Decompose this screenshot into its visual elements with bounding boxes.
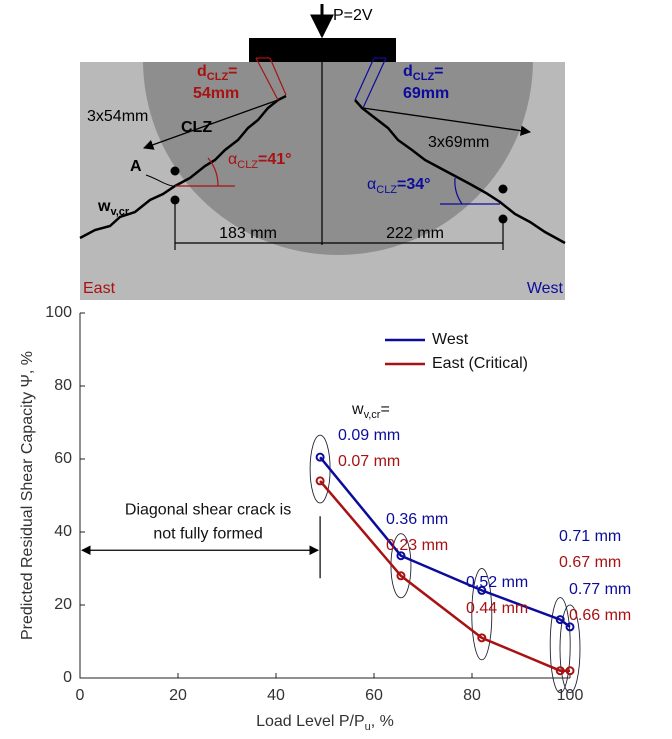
east-side: East: [83, 280, 116, 297]
west-side: West: [527, 280, 564, 297]
symbol: α: [228, 151, 237, 168]
label-main: Load Level P/P: [256, 713, 365, 730]
x-tick-label: 20: [169, 687, 187, 704]
y-tick-label: 40: [54, 523, 72, 540]
annotation-text: not fully formed: [153, 525, 262, 542]
label-tail: , %: [371, 713, 394, 730]
data-point: [565, 622, 575, 632]
symbol: w: [97, 198, 111, 215]
clz-zone: [143, 62, 533, 255]
point-label: 0.07 mm: [338, 453, 400, 470]
y-tick-label: 0: [63, 669, 72, 686]
west-angle: [440, 177, 500, 205]
west-angle-label: αCLZ=34°: [367, 176, 431, 196]
west-reach-arrow: [362, 107, 532, 136]
data-point: [315, 476, 325, 486]
west-reach: 3x69mm: [428, 134, 489, 151]
zone-label: CLZ: [181, 119, 212, 136]
y-tick-label: 60: [54, 450, 72, 467]
dimension-line: [174, 200, 504, 250]
east-depth-label: dCLZ=: [197, 63, 238, 83]
west-depth-label: dCLZ=: [403, 63, 444, 83]
point-label: 0.67 mm: [559, 554, 621, 571]
data-point: [555, 666, 565, 676]
subscript: CLZ: [376, 184, 397, 196]
east-reach: 3x54mm: [87, 108, 148, 125]
equals: =: [434, 63, 443, 80]
point-label: 0.71 mm: [559, 528, 621, 545]
label-tail: =: [380, 401, 389, 418]
group-ellipse: [559, 604, 581, 694]
crack-width-label: wv,cr: [97, 198, 130, 218]
angle-value: =34°: [397, 176, 431, 193]
east-crack: [79, 94, 287, 240]
legend-label: East (Critical): [432, 355, 528, 372]
label-sub: u: [365, 721, 371, 733]
label-sub: v,cr: [364, 409, 381, 421]
x-tick-label: 100: [557, 687, 584, 704]
label-main: w: [351, 401, 364, 418]
diagram: P=2V 3x54mm 3x69mm dCLZ= 54mm dCLZ= 69mm…: [79, 4, 566, 300]
gauge-point: [170, 166, 180, 176]
west-depth-value: 69mm: [403, 85, 449, 102]
y-tick-label: 100: [45, 304, 72, 321]
x-tick-label: 60: [365, 687, 383, 704]
west-crack: [354, 99, 566, 245]
symbol: d: [403, 63, 413, 80]
point-label: 0.44 mm: [466, 600, 528, 617]
x-tick-label: 0: [76, 687, 85, 704]
point-label: 0.36 mm: [386, 511, 448, 528]
gauge-point: [498, 184, 508, 194]
data-point: [477, 633, 487, 643]
point-label-title: wv,cr=: [351, 401, 390, 421]
east-span: 183 mm: [219, 225, 277, 242]
load-label: P=2V: [333, 7, 373, 24]
east-angle-label: αCLZ=41°: [228, 151, 292, 171]
point-label: 0.09 mm: [338, 427, 400, 444]
point-leader: [145, 174, 174, 187]
x-tick-label: 40: [267, 687, 285, 704]
group-ellipse: [471, 567, 493, 661]
annotation-text: Diagonal shear crack is: [125, 501, 291, 518]
chart: 0 20 40 60 80 100 0 20 40 60 80 100 Predicted Residu…: [19, 304, 631, 733]
point-label: 0.23 mm: [386, 537, 448, 554]
y-tick-label: 80: [54, 377, 72, 394]
subscript: CLZ: [237, 159, 258, 171]
group-ellipse: [309, 434, 331, 504]
data-point: [396, 571, 406, 581]
group-ellipse: [549, 597, 571, 694]
subscript: CLZ: [413, 71, 435, 83]
data-point: [555, 615, 565, 625]
subscript: CLZ: [207, 71, 229, 83]
subscript: v,cr: [110, 206, 129, 218]
data-point: [477, 585, 487, 595]
east-angle: [175, 157, 235, 187]
x-tick-label: 80: [463, 687, 481, 704]
symbol: d: [197, 63, 207, 80]
west-span: 222 mm: [386, 225, 444, 242]
data-point: [396, 551, 406, 561]
equals: =: [228, 63, 237, 80]
west-depth-marker: [354, 57, 387, 109]
east-reach-arrow: [143, 99, 279, 150]
x-axis-label: Load Level P/Pu, %: [256, 713, 394, 733]
east-depth-value: 54mm: [193, 85, 239, 102]
symbol: α: [367, 176, 376, 193]
load-plate: [249, 38, 396, 62]
point-label: 0.66 mm: [569, 607, 631, 624]
angle-value: =41°: [258, 151, 292, 168]
point-label: 0.77 mm: [569, 581, 631, 598]
point-label: 0.52 mm: [466, 574, 528, 591]
y-tick-label: 20: [54, 596, 72, 613]
point-label: A: [130, 158, 142, 175]
y-axis-label: Predicted Residual Shear Capacity Ψ, %: [19, 351, 36, 640]
data-point: [565, 666, 575, 676]
legend-label: West: [432, 331, 469, 348]
east-depth-marker: [255, 57, 287, 101]
data-point: [315, 452, 325, 462]
